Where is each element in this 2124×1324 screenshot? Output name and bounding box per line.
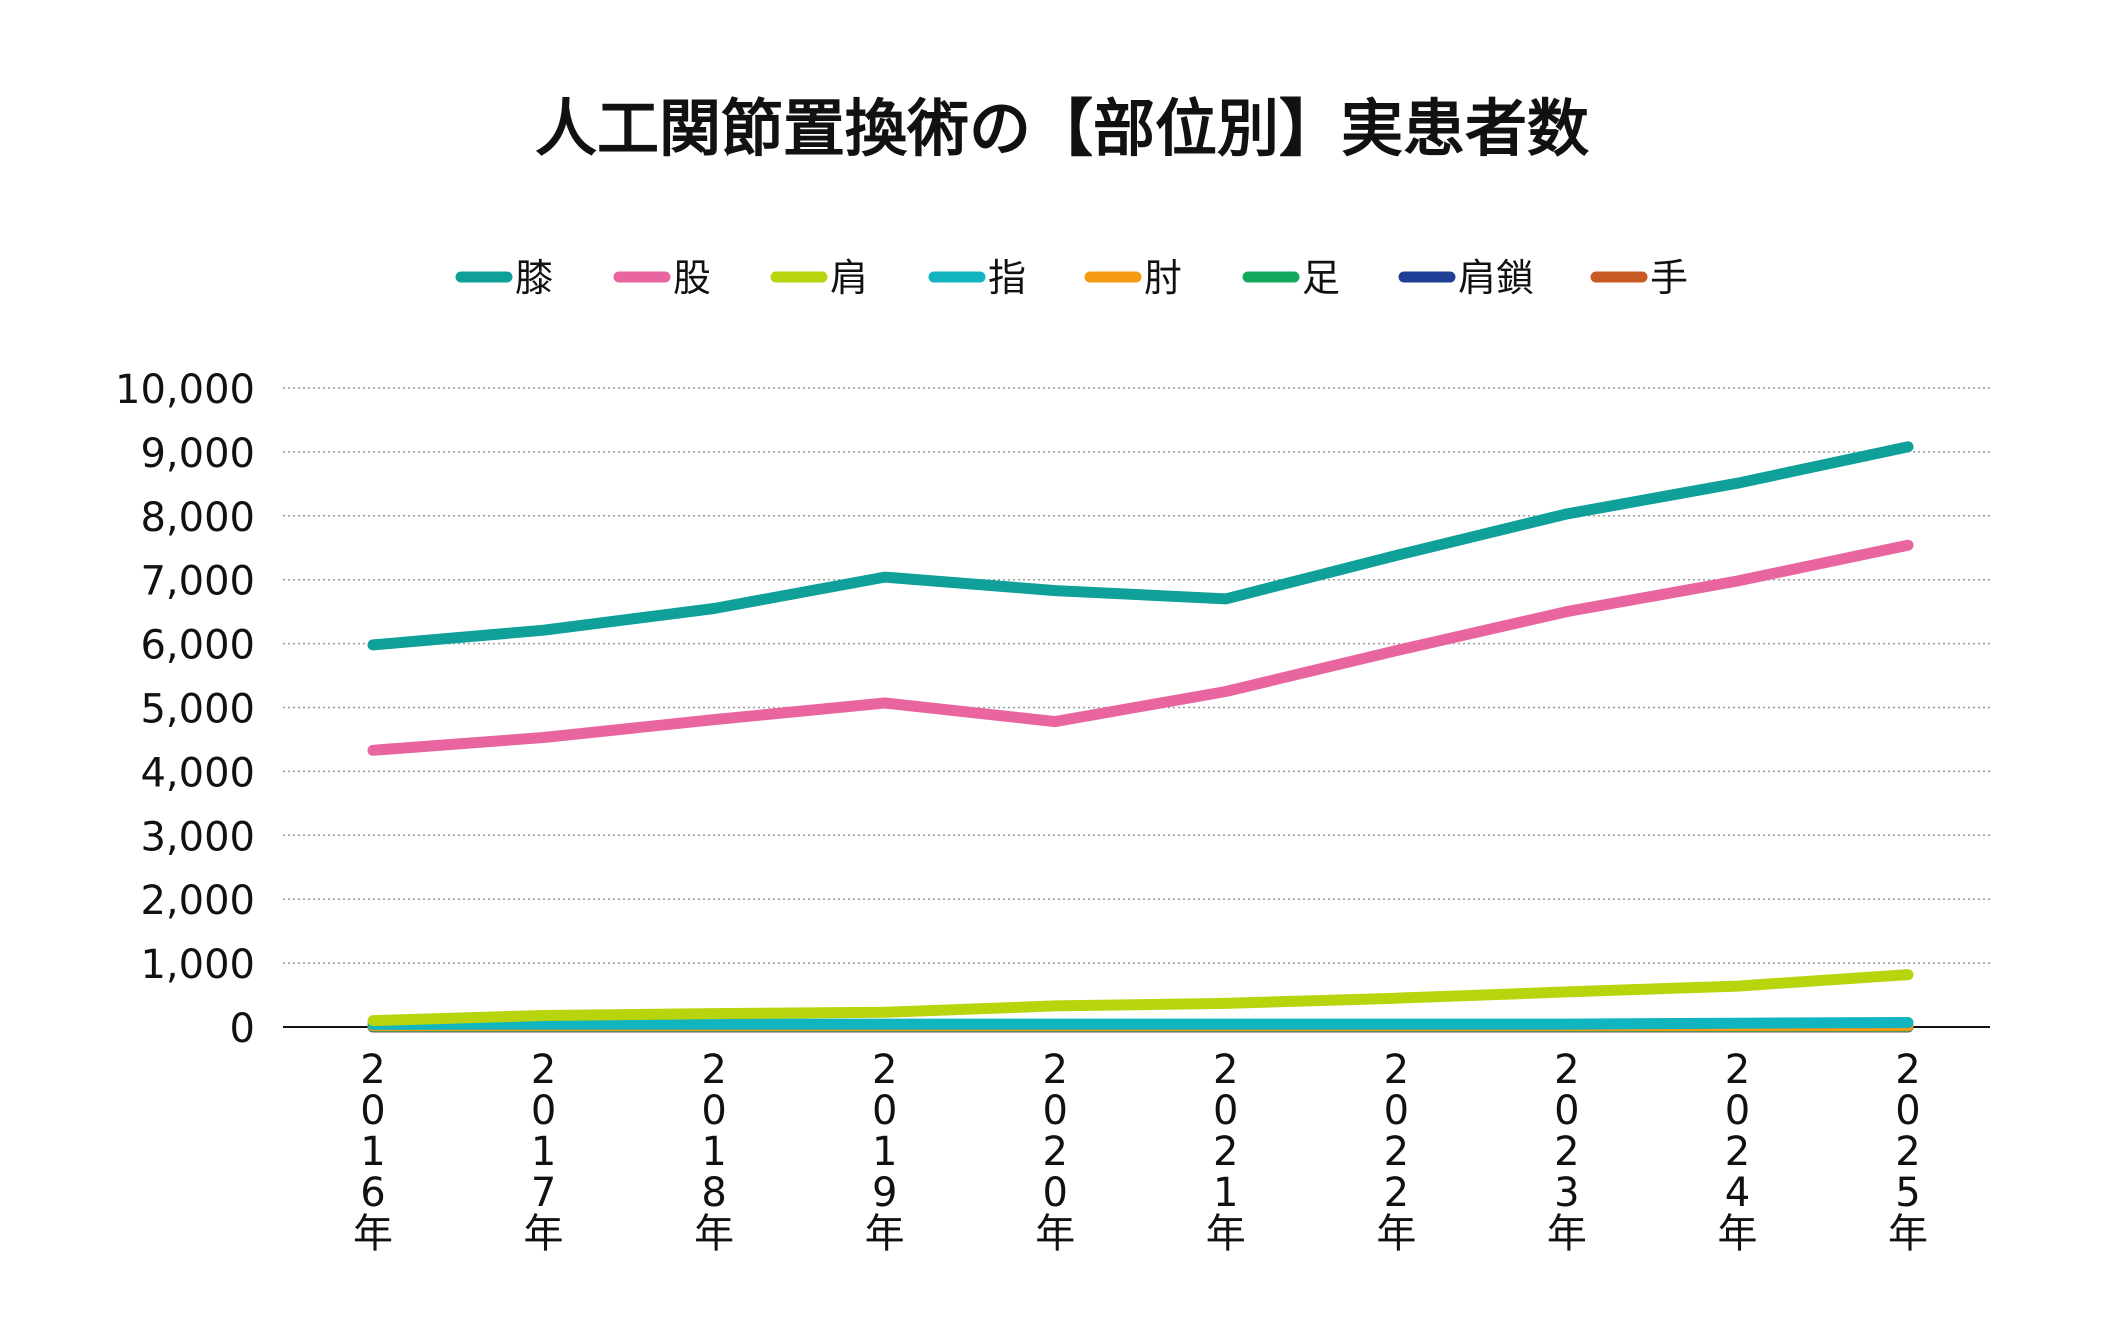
legend-label: 股 [673, 256, 711, 300]
chart-title: 人工関節置換術の【部位別】実患者数 [535, 92, 1589, 165]
legend-label: 肩 [830, 256, 868, 300]
legend-label: 肩鎖 [1458, 256, 1534, 300]
legend-item: 手 [1590, 256, 1688, 300]
y-tick-label: 6,000 [140, 623, 255, 669]
legend-item: 肩鎖 [1398, 256, 1534, 300]
y-tick-label: 7,000 [140, 559, 255, 605]
legend-item: 股 [613, 256, 711, 300]
series-line-1 [367, 539, 1914, 756]
series-lines [367, 441, 1914, 1033]
legend-item: 膝 [455, 256, 553, 300]
series-line-2 [367, 969, 1914, 1027]
legend-item: 指 [928, 256, 1026, 300]
y-tick-label: 3,000 [140, 814, 255, 860]
y-tick-label: 5,000 [140, 687, 255, 733]
x-axis: 2 0 1 6 年 2 0 1 7 年 2 0 1 8 年 2 0 1 9 年 2 0 2 0 年 2 0 2 1 年 2 0 2 2 年 2 0 2 3 年… [353, 1047, 1928, 1257]
series-line-0 [367, 441, 1914, 651]
y-tick-label: 1,000 [140, 942, 255, 988]
y-tick-label: 2,000 [140, 878, 255, 924]
y-tick-label: 8,000 [140, 495, 255, 541]
legend: 膝 股 肩 指 肘 足 肩鎖 手 [455, 256, 1688, 300]
legend-item: 肩 [770, 256, 868, 300]
y-tick-label: 0 [230, 1006, 255, 1052]
y-axis: 0 1,000 2,000 3,000 4,000 5,000 6,000 7,000 8,00… [115, 367, 255, 1052]
y-tick-label: 9,000 [140, 431, 255, 477]
y-tick-label: 4,000 [140, 750, 255, 796]
legend-label: 足 [1302, 256, 1340, 300]
legend-label: 肘 [1144, 256, 1182, 300]
series-line-3 [367, 1017, 1914, 1030]
legend-item: 足 [1242, 256, 1340, 300]
legend-label: 手 [1650, 256, 1688, 300]
y-tick-label: 10,000 [115, 367, 255, 413]
legend-label: 指 [988, 256, 1026, 300]
legend-item: 肘 [1084, 256, 1182, 300]
legend-label: 膝 [515, 256, 553, 300]
